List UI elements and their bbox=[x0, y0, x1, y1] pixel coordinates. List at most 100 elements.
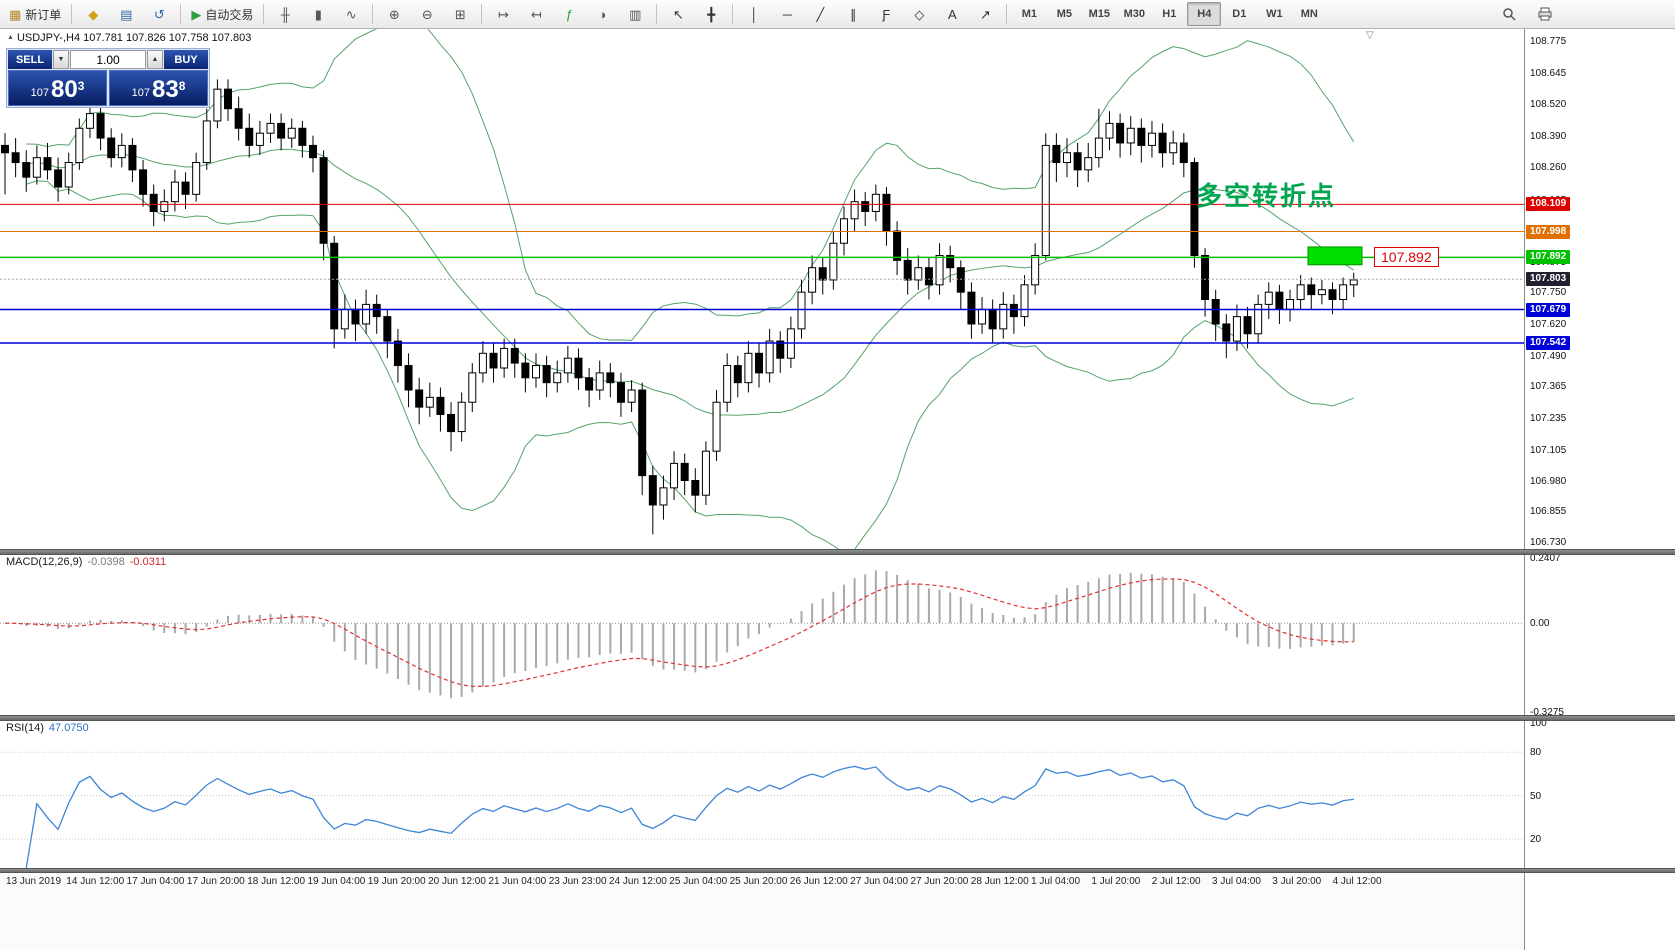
ask-prefix: 107 bbox=[131, 87, 150, 99]
panel-splitter-timeaxis[interactable] bbox=[0, 868, 1675, 873]
toolbar-groups: ▦ 新订单 ◆ ▤ ↺ ▶ 自动交易 ╫ ▮ ∿ ⊕ ⊖ ⊞ ↦ ↤ ƒ ◑ ▥ ↖ ╋ │ ─ ╱ ∥ Ƒ ◇ A ↗ M1 M5 M15… bbox=[4, 2, 1326, 26]
buy-button[interactable]: BUY bbox=[164, 50, 208, 69]
time-axis-label: 23 Jun 23:00 bbox=[548, 876, 607, 887]
rsi-scale-label: 80 bbox=[1530, 747, 1542, 759]
time-axis-label: 24 Jun 12:00 bbox=[609, 876, 667, 887]
new-order-button-label: 新订单 bbox=[25, 7, 62, 22]
fibonacci-button[interactable]: Ƒ bbox=[870, 2, 902, 26]
text-button[interactable]: A bbox=[936, 2, 968, 26]
timeframe-d1-button[interactable]: D1 bbox=[1222, 2, 1256, 26]
price-scale-label: 107.365 bbox=[1530, 381, 1567, 393]
fibonacci-button-icon: Ƒ bbox=[882, 6, 891, 22]
market-watch-button[interactable]: ▤ bbox=[110, 2, 142, 26]
price-tag: 108.109 bbox=[1526, 197, 1571, 212]
horizontal-line-button[interactable]: ─ bbox=[771, 2, 803, 26]
crosshair-button[interactable]: ╋ bbox=[695, 2, 727, 26]
timeframe-mn-button-label: MN bbox=[1300, 8, 1318, 20]
rsi-indicator-label: RSI(14) 47.0750 bbox=[6, 722, 89, 734]
profiles-button[interactable]: ◆ bbox=[77, 2, 109, 26]
price-scale[interactable]: 108.775 108.645 108.520 108.390 108.260 108.1… bbox=[1524, 28, 1675, 950]
line-chart-button[interactable]: ∿ bbox=[335, 2, 367, 26]
timeframe-m5-button[interactable]: M5 bbox=[1047, 2, 1081, 26]
vertical-line-button-icon: │ bbox=[750, 6, 759, 22]
panel-splitter-macd[interactable] bbox=[0, 549, 1675, 555]
buy-price-button[interactable]: 107 83 8 bbox=[109, 70, 208, 106]
macd-scale-label: -0.3275 bbox=[1530, 706, 1564, 718]
timeframe-w1-button[interactable]: W1 bbox=[1257, 2, 1291, 26]
arrows-button[interactable]: ↗ bbox=[969, 2, 1001, 26]
zoom-in-button-icon: ⊕ bbox=[388, 6, 400, 22]
macd-main-value: -0.0398 bbox=[87, 556, 125, 568]
time-axis-label: 27 Jun 04:00 bbox=[850, 876, 909, 887]
collapse-arrow-icon[interactable]: ▲ bbox=[7, 34, 14, 41]
templates-button[interactable]: ▥ bbox=[619, 2, 651, 26]
price-scale-label: 108.645 bbox=[1530, 68, 1567, 80]
bar-chart-button[interactable]: ╫ bbox=[269, 2, 301, 26]
toolbar-separator bbox=[372, 4, 374, 24]
toolbar-separator bbox=[263, 4, 265, 24]
rsi-panel-canvas[interactable] bbox=[0, 719, 1524, 868]
autotrading-button-label: 自动交易 bbox=[205, 7, 254, 22]
text-button-icon: A bbox=[947, 6, 957, 22]
volume-down-button[interactable]: ▼ bbox=[53, 50, 69, 69]
search-button[interactable] bbox=[1493, 2, 1525, 26]
shapes-button[interactable]: ◇ bbox=[903, 2, 935, 26]
zoom-out-button[interactable]: ⊖ bbox=[411, 2, 443, 26]
time-axis-label: 14 Jun 12:00 bbox=[66, 876, 125, 887]
market-watch-button-icon: ▤ bbox=[120, 6, 133, 22]
print-button[interactable] bbox=[1529, 2, 1561, 26]
time-axis-label: 18 Jun 12:00 bbox=[247, 876, 306, 887]
bid-big-digits: 80 bbox=[50, 76, 78, 103]
timeframe-h1-button[interactable]: H1 bbox=[1152, 2, 1186, 26]
tile-windows-button[interactable]: ⊞ bbox=[444, 2, 476, 26]
main-chart-canvas[interactable] bbox=[0, 28, 1524, 549]
time-axis[interactable]: 13 Jun 2019 14 Jun 12:00 17 Jun 04:00 17 Ju… bbox=[0, 871, 1675, 950]
refresh-button[interactable]: ↺ bbox=[143, 2, 175, 26]
shapes-button-icon: ◇ bbox=[914, 6, 925, 22]
timeframe-h4-button[interactable]: H4 bbox=[1187, 2, 1222, 26]
price-tag: 107.998 bbox=[1526, 224, 1571, 239]
cursor-button[interactable]: ↖ bbox=[662, 2, 694, 26]
price-tag: 107.803 bbox=[1526, 272, 1571, 287]
bid-pipette: 3 bbox=[77, 79, 85, 93]
timeframe-w1-button-label: W1 bbox=[1266, 8, 1283, 20]
timeframe-m15-button[interactable]: M15 bbox=[1082, 2, 1116, 26]
candlestick-chart-button[interactable]: ▮ bbox=[302, 2, 334, 26]
timeframe-d1-button-label: D1 bbox=[1232, 8, 1247, 20]
macd-scale-label: 0.00 bbox=[1530, 618, 1550, 630]
timeframe-m1-button[interactable]: M1 bbox=[1012, 2, 1046, 26]
panel-splitter-rsi[interactable] bbox=[0, 715, 1675, 721]
macd-name: MACD(12,26,9) bbox=[6, 556, 83, 568]
candlestick-chart-button-icon: ▮ bbox=[314, 6, 322, 22]
time-axis-label: 26 Jun 12:00 bbox=[789, 876, 848, 887]
toolbar-separator bbox=[481, 4, 483, 24]
indicators-button[interactable]: ƒ bbox=[553, 2, 585, 26]
macd-panel-canvas[interactable] bbox=[0, 553, 1524, 715]
macd-signal-value: -0.0311 bbox=[129, 556, 167, 568]
zoom-in-button[interactable]: ⊕ bbox=[378, 2, 410, 26]
autotrading-button[interactable]: ▶ 自动交易 bbox=[186, 2, 258, 26]
symbol-ohlc-text: USDJPY-,H4 107.781 107.826 107.758 107.8… bbox=[16, 32, 252, 44]
price-tag: 107.542 bbox=[1526, 336, 1571, 351]
volume-up-button[interactable]: ▲ bbox=[147, 50, 163, 69]
auto-scroll-button[interactable]: ↦ bbox=[487, 2, 519, 26]
rsi-name: RSI(14) bbox=[6, 722, 44, 734]
new-order-button[interactable]: ▦ 新订单 bbox=[4, 2, 66, 26]
horizontal-line-button-icon: ─ bbox=[782, 6, 792, 22]
periods-button[interactable]: ◑ bbox=[586, 2, 618, 26]
trendline-button[interactable]: ╱ bbox=[804, 2, 836, 26]
vertical-line-button[interactable]: │ bbox=[738, 2, 770, 26]
volume-input[interactable] bbox=[70, 50, 146, 69]
chart-shift-button[interactable]: ↤ bbox=[520, 2, 552, 26]
crosshair-button-icon: ╋ bbox=[707, 6, 716, 22]
chart-window: 108.775 108.645 108.520 108.390 108.260 108.1… bbox=[0, 28, 1675, 950]
time-axis-label: 3 Jul 04:00 bbox=[1212, 876, 1261, 887]
timeframe-m30-button[interactable]: M30 bbox=[1117, 2, 1151, 26]
macd-scale-label: 0.2407 bbox=[1530, 553, 1561, 565]
timeframe-mn-button[interactable]: MN bbox=[1292, 2, 1326, 26]
channel-button[interactable]: ∥ bbox=[837, 2, 869, 26]
sell-button[interactable]: SELL bbox=[8, 50, 52, 69]
sell-price-button[interactable]: 107 80 3 bbox=[8, 70, 107, 106]
price-callout-label: 107.892 bbox=[1374, 247, 1439, 267]
